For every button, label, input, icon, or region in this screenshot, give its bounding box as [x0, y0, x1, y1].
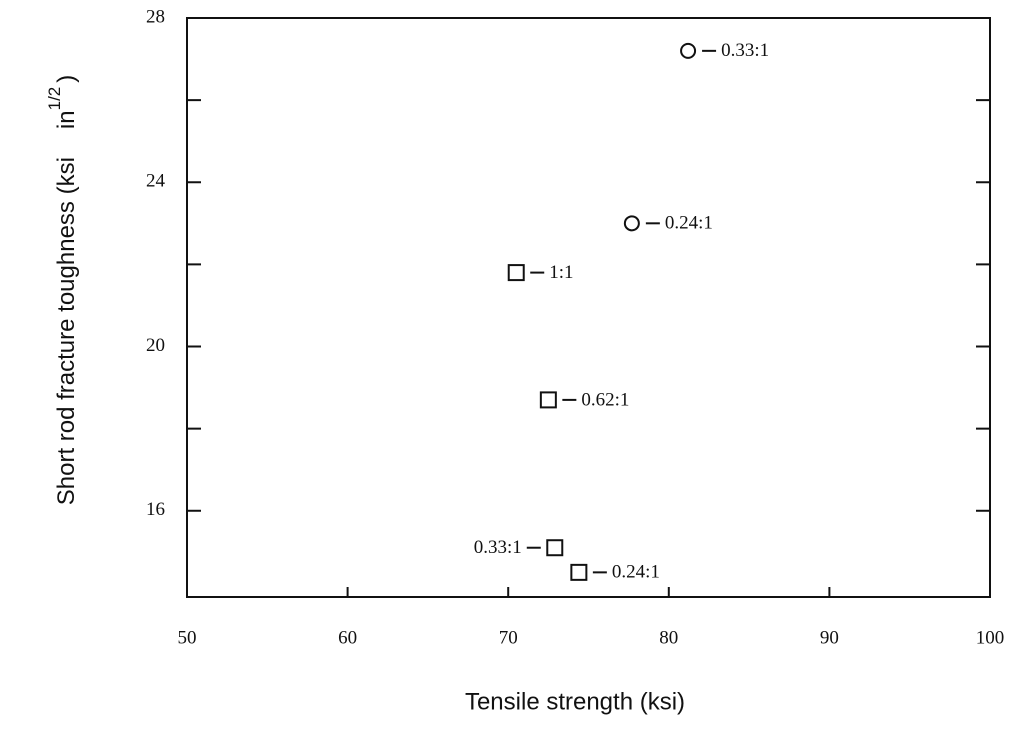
x-tick-label: 90: [820, 627, 839, 648]
y-axis-label: Short rod fracture toughness (ksi in1/2): [45, 75, 80, 506]
point-label: 1:1: [549, 262, 573, 283]
point-label: 0.24:1: [612, 562, 660, 583]
y-tick-label: 28: [146, 6, 165, 27]
point: [570, 563, 588, 581]
point: [539, 391, 557, 409]
y-label-main: Short rod fracture toughness (ksi: [53, 157, 80, 505]
y-label-close: ): [53, 75, 80, 83]
point-label: 0.33:1: [721, 40, 769, 61]
point-label: 0.62:1: [581, 389, 629, 410]
x-tick-label: 100: [976, 627, 1005, 648]
x-tick-label: 50: [178, 627, 197, 648]
point: [546, 539, 564, 557]
y-tick-label: 20: [146, 335, 165, 356]
x-tick-label: 70: [499, 627, 518, 648]
point: [680, 42, 697, 59]
point: [507, 264, 525, 282]
point: [623, 215, 640, 232]
y-label-sup: 1/2: [45, 87, 64, 111]
point-label: 0.24:1: [665, 213, 713, 234]
x-tick-label: 80: [659, 627, 678, 648]
y-label-unit: in: [53, 110, 80, 129]
y-tick-label: 16: [146, 499, 165, 520]
y-tick-label: 24: [146, 171, 166, 192]
x-tick-label: 60: [338, 627, 357, 648]
x-axis-label: Tensile strength (ksi): [465, 688, 685, 715]
point-label: 0.33:1: [474, 537, 522, 558]
plot-frame: [186, 17, 991, 598]
